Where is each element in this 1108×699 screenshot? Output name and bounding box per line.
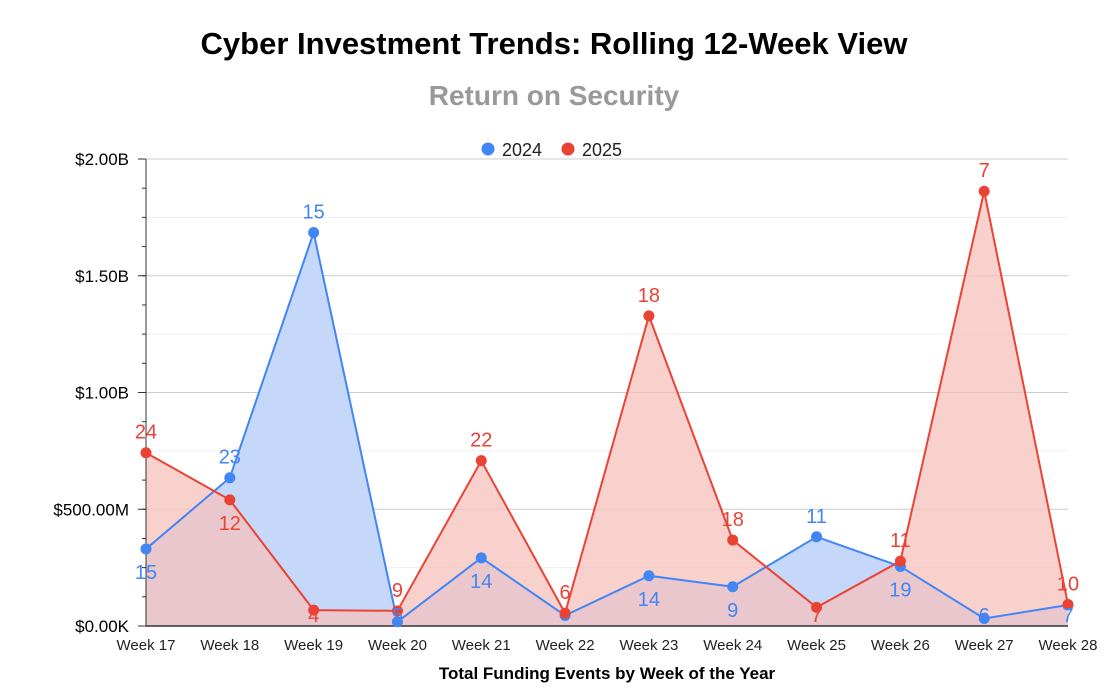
y-tick-label: $0.00K — [75, 617, 130, 636]
data-label-2024: 5 — [392, 605, 403, 627]
data-labels: 15 23 15 5 14 14 9 11 19 6 7 24 12 4 9 22 6 18 18 7 11 7 10 — [135, 160, 1079, 627]
x-tick-label: Week 18 — [200, 637, 259, 654]
data-label-2024: 14 — [470, 571, 492, 593]
data-label-2025: 7 — [811, 605, 822, 627]
point-2025 — [894, 555, 906, 567]
x-tick-label: Week 27 — [955, 637, 1014, 654]
legend: 2024 2025 — [481, 140, 622, 160]
data-label-2024: 19 — [889, 579, 911, 601]
point-2025 — [140, 447, 152, 459]
x-tick-label: Week 23 — [619, 637, 678, 654]
line-2024 — [145, 231, 1069, 623]
area-2025 — [146, 191, 1068, 626]
x-tick-label: Week 24 — [703, 637, 762, 654]
x-tick-label: Week 22 — [536, 637, 595, 654]
point-2024 — [811, 531, 823, 543]
data-label-2024: 11 — [806, 506, 827, 528]
y-tick-label: $1.50B — [75, 267, 129, 286]
chart-subtitle: Return on Security — [428, 80, 680, 111]
data-label-2025: 9 — [392, 580, 403, 602]
line-2025 — [145, 190, 1069, 615]
data-label-2024: 14 — [638, 589, 660, 611]
point-2024 — [391, 616, 403, 628]
data-label-2025: 22 — [470, 430, 492, 452]
data-label-2025: 4 — [308, 605, 319, 627]
point-2025 — [391, 605, 403, 617]
data-label-2025: 11 — [890, 530, 911, 552]
point-2025 — [643, 310, 655, 322]
y-tick-label: $2.00B — [75, 150, 129, 169]
x-tick-label: Week 20 — [368, 637, 427, 654]
x-tick-label: Week 19 — [284, 637, 343, 654]
point-2024 — [978, 613, 990, 625]
data-label-2025: 18 — [722, 509, 744, 531]
axes: $0.00K $500.00M $1.00B $1.50B $2.00B Week 17 W… — [53, 150, 1097, 654]
x-tick-label: Week 26 — [871, 637, 930, 654]
x-tick-label: Week 17 — [117, 637, 176, 654]
data-label-2024: 7 — [1062, 605, 1073, 627]
data-label-2025: 6 — [560, 582, 571, 604]
point-2024 — [140, 543, 152, 555]
legend-marker-2024 — [481, 142, 495, 156]
series-lines — [145, 190, 1069, 623]
x-tick-label: Week 21 — [452, 637, 511, 654]
point-2024 — [224, 472, 236, 484]
point-2025 — [559, 607, 571, 619]
series-areas — [146, 191, 1068, 627]
data-label-2024: 15 — [303, 202, 325, 224]
data-label-2025: 12 — [219, 513, 241, 535]
point-2025 — [224, 494, 236, 506]
data-label-2025: 24 — [135, 422, 157, 444]
point-2025 — [978, 185, 990, 197]
point-2025 — [308, 604, 320, 616]
legend-label-2024: 2024 — [502, 140, 542, 160]
legend-marker-2025 — [561, 142, 575, 156]
point-2024 — [308, 227, 320, 239]
point-2024 — [643, 570, 655, 582]
point-2025 — [811, 601, 823, 613]
y-tick-label: $1.00B — [75, 384, 129, 403]
point-2025 — [727, 534, 739, 546]
chart-title: Cyber Investment Trends: Rolling 12-Week… — [200, 26, 908, 61]
point-2025 — [475, 455, 487, 467]
data-label-2024: 15 — [135, 562, 157, 584]
point-2024 — [727, 581, 739, 593]
data-label-2025: 10 — [1057, 574, 1079, 596]
point-2024 — [475, 552, 487, 564]
data-label-2025: 7 — [979, 160, 990, 182]
data-label-2024: 9 — [727, 600, 738, 622]
data-label-2024: 6 — [979, 605, 990, 627]
data-label-2024: 23 — [219, 447, 241, 469]
data-label-2025: 18 — [638, 285, 660, 307]
legend-label-2025: 2025 — [582, 140, 622, 160]
series-points — [140, 185, 1074, 628]
y-tick-label: $500.00M — [53, 500, 129, 519]
x-tick-label: Week 28 — [1039, 637, 1098, 654]
x-axis-title: Total Funding Events by Week of the Year — [439, 664, 776, 683]
point-2025 — [1062, 599, 1074, 611]
x-tick-label: Week 25 — [787, 637, 846, 654]
